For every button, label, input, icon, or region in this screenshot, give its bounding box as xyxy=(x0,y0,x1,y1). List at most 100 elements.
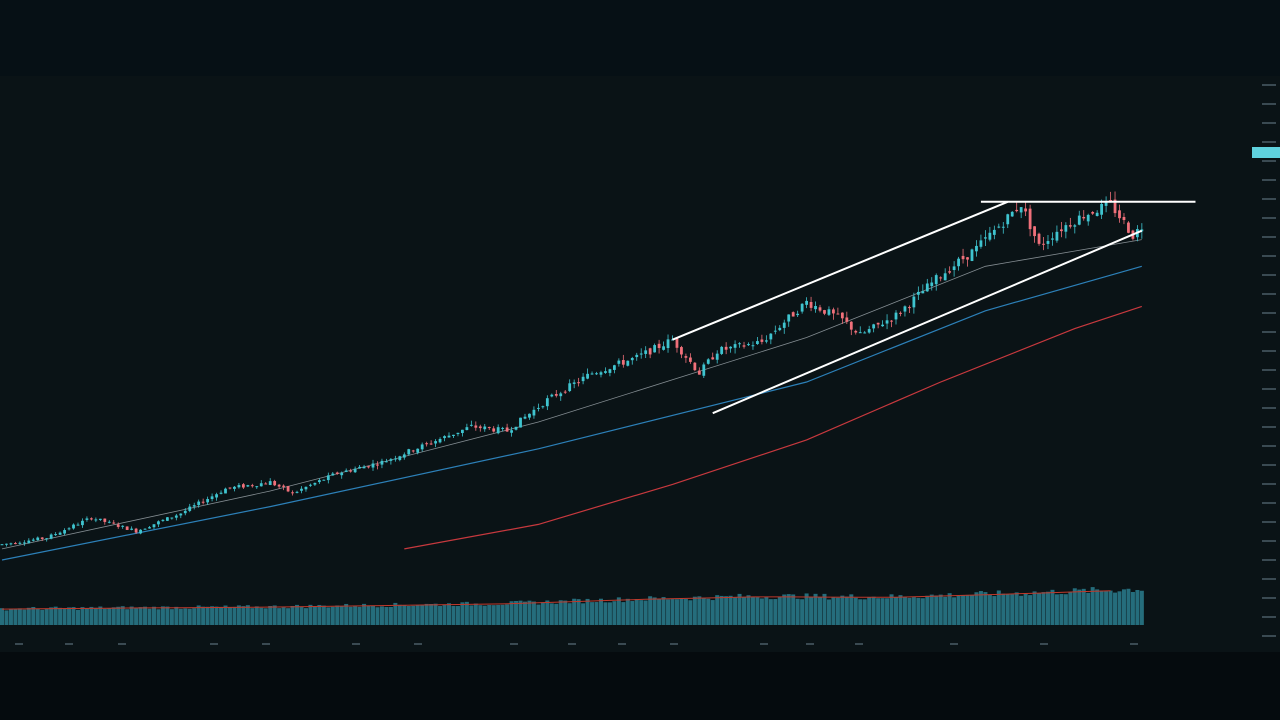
candle xyxy=(545,395,549,411)
candle xyxy=(541,405,545,409)
bull-candle-body xyxy=(76,524,80,526)
volume-bar xyxy=(572,598,577,625)
candle xyxy=(975,240,978,257)
candle xyxy=(273,479,277,487)
candle xyxy=(63,528,66,536)
volume-bar xyxy=(835,597,840,625)
volume-bar xyxy=(1063,594,1068,625)
bull-candle-body xyxy=(31,539,35,541)
volume-bar xyxy=(961,595,966,625)
bull-candle-body xyxy=(519,417,522,428)
candle xyxy=(1073,223,1077,234)
candle xyxy=(9,542,13,546)
bull-candle-body xyxy=(438,438,442,443)
volume-bar xyxy=(201,606,206,625)
candle xyxy=(738,342,741,348)
bull-candle-body xyxy=(814,305,817,310)
candle xyxy=(1077,210,1081,226)
volume-bar xyxy=(710,600,715,625)
candle xyxy=(465,423,469,431)
bull-candle-body xyxy=(733,344,737,348)
volume-bar xyxy=(1135,589,1140,625)
candle xyxy=(116,522,120,529)
candle xyxy=(604,367,607,374)
candle xyxy=(970,248,974,262)
bull-candle-body xyxy=(188,506,192,511)
volume-bar xyxy=(598,598,603,625)
candle xyxy=(827,306,831,316)
x-axis-tick-label xyxy=(210,643,218,645)
bear-candle-body xyxy=(505,427,509,432)
volume-bar xyxy=(290,605,295,625)
candle xyxy=(916,286,920,300)
bull-candle-body xyxy=(434,441,437,444)
candle xyxy=(872,323,876,333)
candle xyxy=(630,356,634,365)
volume-bar xyxy=(612,601,617,625)
candle xyxy=(867,325,871,334)
candle xyxy=(505,423,509,432)
volume-bar xyxy=(272,605,277,625)
candle xyxy=(197,499,201,508)
candle xyxy=(134,527,138,534)
bear-candle-body xyxy=(282,485,286,487)
volume-bar xyxy=(1059,594,1064,625)
y-axis-tick-label xyxy=(1262,198,1276,200)
moving-average-line-1 xyxy=(1,239,1142,550)
bull-candle-body xyxy=(358,466,361,469)
volume-bar xyxy=(67,607,72,625)
bull-candle-body xyxy=(22,542,26,544)
candle xyxy=(1059,221,1063,238)
volume-bar xyxy=(429,603,434,625)
volume-bar xyxy=(125,609,130,625)
candle xyxy=(286,485,290,493)
bull-candle-body xyxy=(447,435,451,438)
bull-candle-body xyxy=(461,429,464,434)
candle xyxy=(447,432,451,438)
candle xyxy=(72,523,75,530)
x-axis-tick-label xyxy=(262,643,270,645)
candle xyxy=(349,468,353,473)
bull-candle-body xyxy=(371,463,375,468)
bull-candle-body xyxy=(452,434,455,436)
volume-bar xyxy=(692,596,697,625)
candle xyxy=(335,471,339,475)
volume-bar xyxy=(902,596,907,625)
candle xyxy=(572,379,576,389)
bull-candle-body xyxy=(523,416,527,419)
volume-bar xyxy=(987,594,992,625)
candle xyxy=(577,377,581,387)
volume-bar xyxy=(362,603,367,625)
bull-candle-body xyxy=(1104,201,1108,206)
volume-bar xyxy=(603,602,608,625)
volume-bar xyxy=(353,606,358,625)
bear-candle-body xyxy=(836,313,840,315)
volume-bar xyxy=(205,606,210,625)
y-axis-tick-label xyxy=(1262,103,1276,105)
volume-bar xyxy=(259,607,264,625)
volume-bar xyxy=(187,608,192,625)
y-axis-tick-label xyxy=(1262,635,1276,637)
volume-bar xyxy=(621,602,626,625)
bull-candle-body xyxy=(322,479,326,481)
bull-candle-body xyxy=(27,540,31,544)
y-axis-tick-label xyxy=(1262,236,1276,238)
candle xyxy=(939,276,943,282)
candle xyxy=(1086,213,1090,226)
bull-candle-body xyxy=(67,528,71,530)
candle xyxy=(331,471,335,476)
volume-bar xyxy=(969,595,974,625)
bull-candle-body xyxy=(595,373,598,375)
candle xyxy=(599,370,603,378)
candle xyxy=(617,358,621,367)
candle xyxy=(456,432,460,437)
volume-bar xyxy=(518,600,523,625)
volume-bar xyxy=(268,605,273,625)
candle xyxy=(358,465,361,469)
volume-bar xyxy=(402,605,407,625)
bull-candle-body xyxy=(550,394,554,397)
volume-bar xyxy=(607,602,612,625)
candle xyxy=(474,421,478,431)
candle xyxy=(729,346,733,353)
